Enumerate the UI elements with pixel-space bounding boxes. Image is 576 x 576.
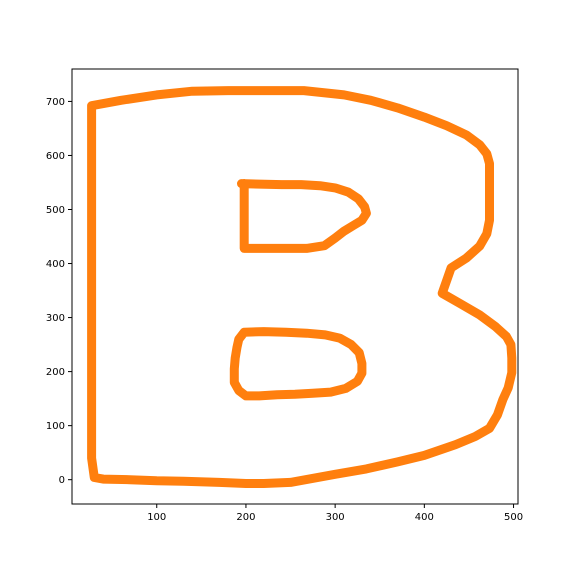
x-tick-label: 500 bbox=[504, 512, 523, 523]
series-line-1 bbox=[87, 86, 517, 488]
x-tick-label: 300 bbox=[326, 512, 345, 523]
y-tick-label: 700 bbox=[46, 97, 65, 108]
y-tick-label: 0 bbox=[59, 475, 65, 486]
axes: 100 200 300 400 500 0 100 200 300 400 500 600 700 bbox=[46, 68, 523, 523]
y-tick-label: 600 bbox=[46, 151, 65, 162]
series-line-3 bbox=[229, 327, 367, 401]
y-tick-label: 300 bbox=[46, 313, 65, 324]
y-tick-label: 500 bbox=[46, 205, 65, 216]
y-tick-label: 200 bbox=[46, 367, 65, 378]
x-tick-label: 400 bbox=[415, 512, 434, 523]
x-tick-label: 100 bbox=[147, 512, 166, 523]
series-line-2 bbox=[237, 179, 371, 253]
plot-area bbox=[87, 86, 517, 488]
y-tick-label: 400 bbox=[46, 259, 65, 270]
y-tick-label: 100 bbox=[46, 421, 65, 432]
x-tick-label: 200 bbox=[236, 512, 255, 523]
plot-frame bbox=[71, 68, 519, 505]
